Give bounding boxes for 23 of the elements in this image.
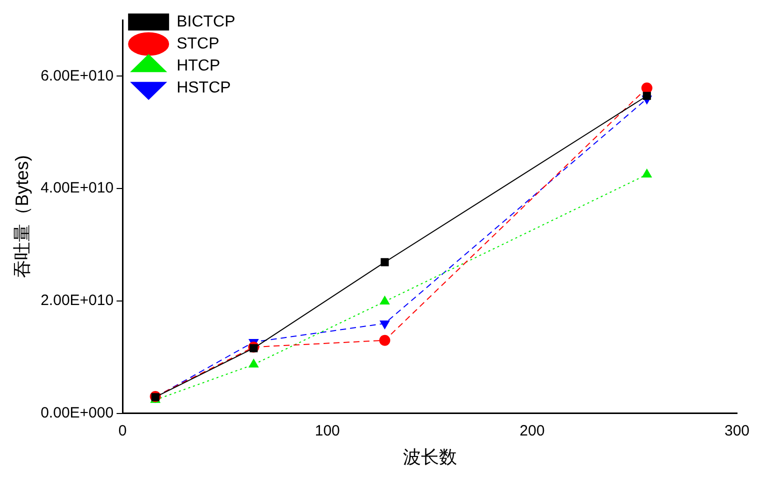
legend-label: STCP (176, 35, 220, 52)
x-tick-label: 300 (724, 422, 750, 440)
y-tick-label: 2.00E+010 (40, 292, 114, 310)
legend-label: HSTCP (176, 79, 231, 96)
point (248, 359, 258, 368)
point (380, 296, 390, 305)
y-tick-label: 4.00E+010 (40, 180, 114, 197)
point (379, 334, 390, 346)
y-axis-title: 吞吐量（Bytes) (12, 155, 32, 278)
y-tick-label: 0.00E+000 (40, 404, 114, 422)
point (380, 258, 389, 266)
x-tick-label: 100 (314, 422, 340, 440)
point (642, 92, 651, 100)
point (641, 82, 652, 94)
x-tick-label: 200 (520, 422, 545, 440)
y-tick-label: 6.00E+010 (40, 67, 114, 84)
point (642, 169, 652, 178)
legend-label: HTCP (176, 57, 220, 74)
x-axis-title: 波长数 (402, 447, 457, 468)
legend-label: BICTCP (176, 13, 236, 30)
point (250, 344, 258, 352)
point (380, 320, 390, 329)
x-tick-label: 0 (118, 422, 127, 440)
